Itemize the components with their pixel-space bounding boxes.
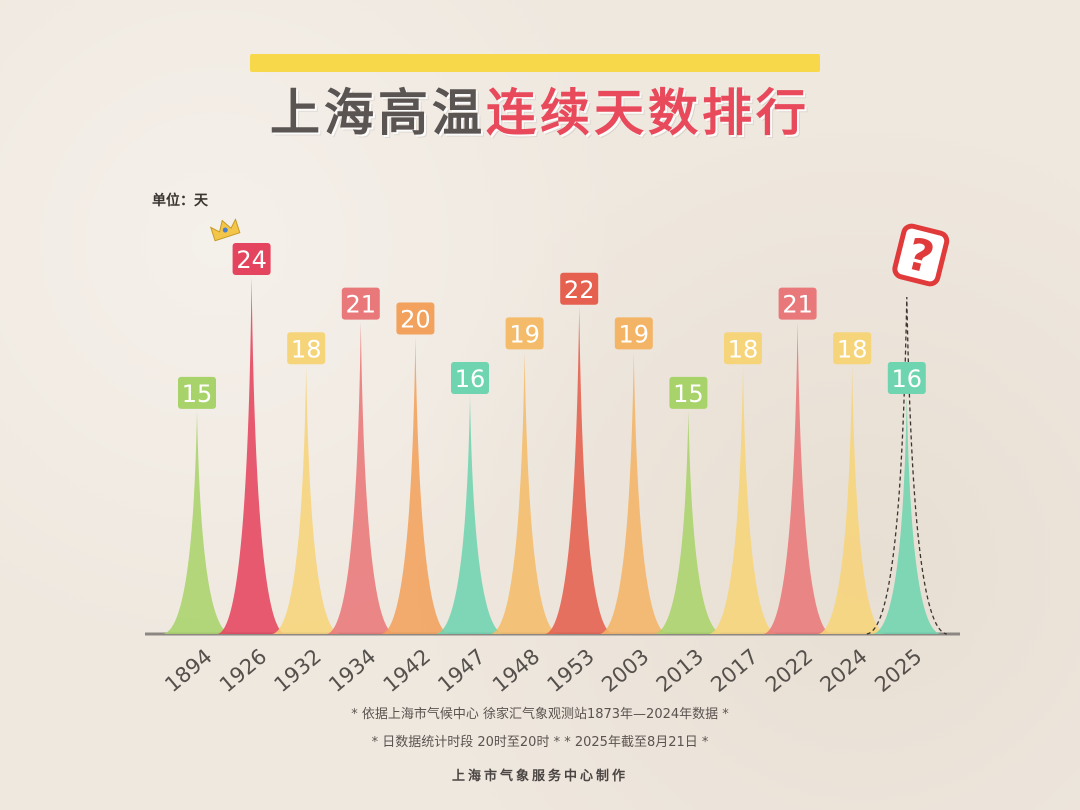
spike-2022 xyxy=(763,321,832,634)
data-label-box-1926 xyxy=(232,243,271,275)
bar-1894: 15 xyxy=(163,376,231,634)
bar-2003: 19 xyxy=(599,317,668,634)
data-label-2024: 18 xyxy=(837,335,868,363)
x-tick-label-1894: 1894 xyxy=(160,644,216,697)
bar-2022: 21 xyxy=(763,287,832,634)
spike-1942 xyxy=(381,336,450,634)
bar-2025: ? 16 xyxy=(866,223,950,635)
bar-2013: 15 xyxy=(654,376,723,634)
x-tick-label-2017: 2017 xyxy=(706,644,762,697)
data-label-1947: 16 xyxy=(455,365,486,393)
data-label-box-2022 xyxy=(778,287,817,320)
bar-1932: 18 xyxy=(272,332,341,634)
data-label-1926: 24 xyxy=(236,246,267,274)
data-label-box-2017 xyxy=(724,332,762,365)
spike-2025 xyxy=(872,396,941,634)
page-title: 上海高温连续天数排行 xyxy=(270,78,810,148)
title-part-1: 上海高温 xyxy=(270,84,486,142)
spike-1953 xyxy=(545,306,614,634)
crown-icon xyxy=(209,218,241,242)
x-tick-label-2025: 2025 xyxy=(870,644,926,697)
spike-2024 xyxy=(818,366,887,634)
bar-1948: 19 xyxy=(490,317,559,634)
data-label-box-1942 xyxy=(396,302,435,335)
spike-1948 xyxy=(490,351,559,634)
spike-chart: 15 1894 24 1926 18 1932 21 1934 20 1942 16 1947 19 19… xyxy=(145,218,960,697)
projected-outline-2025 xyxy=(866,296,947,635)
title-container: 上海高温连续天数排行 xyxy=(0,78,1080,148)
spike-2003 xyxy=(599,351,668,634)
bar-1947: 16 xyxy=(436,362,504,634)
footnote-data-source: * 依据上海市气候中心 徐家汇气象观测站1873年—2024年数据 * xyxy=(351,707,729,722)
data-label-1953: 22 xyxy=(564,276,595,304)
x-tick-label-1947: 1947 xyxy=(433,644,489,697)
data-label-box-1953 xyxy=(560,272,599,305)
data-label-box-2013 xyxy=(669,376,708,409)
x-tick-label-1934: 1934 xyxy=(324,644,380,697)
spike-1894 xyxy=(163,410,231,634)
x-tick-label-2024: 2024 xyxy=(816,644,872,697)
title-part-2: 连续天数排行 xyxy=(486,84,810,142)
spike-1932 xyxy=(272,366,341,634)
x-tick-label-1948: 1948 xyxy=(488,644,544,697)
data-label-1894: 15 xyxy=(182,380,213,408)
data-label-box-1894 xyxy=(178,376,216,409)
x-tick-label-1926: 1926 xyxy=(215,644,271,697)
data-label-box-1948 xyxy=(505,317,544,350)
data-label-box-2024 xyxy=(833,332,872,365)
bar-1926: 24 xyxy=(209,218,286,634)
question-badge: ? xyxy=(892,223,950,287)
x-tick-label-1953: 1953 xyxy=(543,644,599,697)
data-label-1948: 19 xyxy=(509,320,540,348)
bar-1934: 21 xyxy=(326,287,395,634)
credit-text: 上海市气象服务中心制作 xyxy=(451,769,628,784)
data-label-box-1932 xyxy=(287,332,326,365)
spike-1934 xyxy=(326,321,395,634)
x-tick-label-1942: 1942 xyxy=(379,644,435,697)
data-label-2022: 21 xyxy=(782,291,813,319)
data-label-box-2003 xyxy=(614,317,653,350)
unit-label: 单位：天 xyxy=(152,193,208,209)
data-label-box-1934 xyxy=(341,287,380,320)
data-label-1934: 21 xyxy=(346,291,377,319)
bar-1953: 22 xyxy=(545,272,614,634)
bar-2017: 18 xyxy=(709,332,777,634)
data-label-1932: 18 xyxy=(291,335,322,363)
data-label-box-1947 xyxy=(451,362,489,394)
x-tick-label-2022: 2022 xyxy=(761,644,817,697)
data-label-2017: 18 xyxy=(728,335,759,363)
footnote-period: * 日数据统计时段 20时至20时 * * 2025年截至8月21日 * xyxy=(371,735,709,750)
data-label-2025: 16 xyxy=(892,365,923,393)
spike-1926 xyxy=(217,277,286,634)
x-tick-label-2013: 2013 xyxy=(652,644,708,697)
spike-2017 xyxy=(709,366,777,634)
data-label-box-2025 xyxy=(887,362,926,394)
x-tick-label-2003: 2003 xyxy=(597,644,653,697)
data-label-2003: 19 xyxy=(619,320,650,348)
spike-1947 xyxy=(436,396,504,634)
bar-1942: 20 xyxy=(381,302,450,634)
spike-2013 xyxy=(654,410,723,634)
title-highlight-band xyxy=(250,54,820,72)
data-label-1942: 20 xyxy=(400,306,431,334)
bar-2024: 18 xyxy=(818,332,887,634)
x-tick-label-1932: 1932 xyxy=(270,644,326,697)
data-label-2013: 15 xyxy=(673,380,704,408)
